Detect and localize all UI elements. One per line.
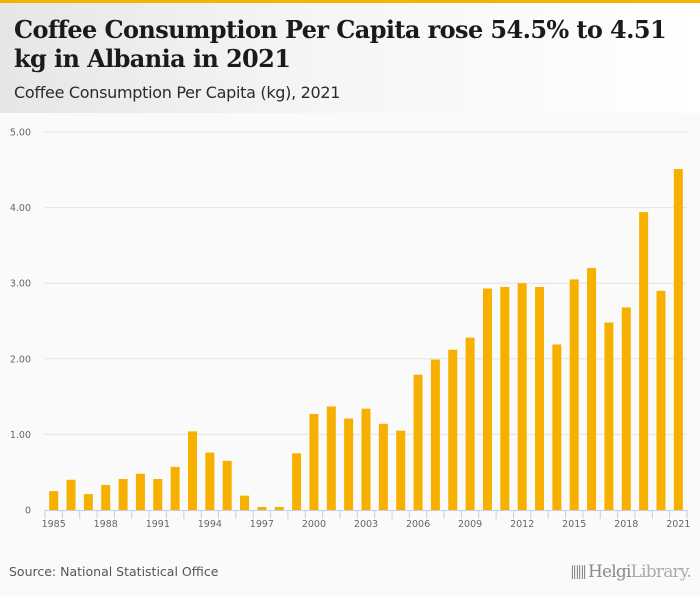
y-tick-label: 0 (25, 506, 31, 517)
bar-2020 (656, 290, 666, 510)
bar-2014 (552, 344, 562, 510)
bar-2002 (344, 418, 354, 510)
bar-1992 (170, 466, 180, 510)
x-axis: 1985 1988 1991 1994 1997 2000 2003 2006 2009 2012… (42, 510, 690, 530)
bar-1986 (66, 479, 76, 510)
y-tick-label: 2.00 (10, 354, 31, 365)
bar-1998 (274, 506, 284, 510)
bar-1988 (101, 485, 111, 510)
x-tick-label: 2015 (562, 519, 586, 530)
logo-bold-text: Helgi (588, 562, 631, 582)
bar-2000 (309, 413, 319, 510)
y-tick-label: 4.00 (10, 203, 31, 214)
x-tick-label: 1997 (250, 519, 274, 530)
library-logo-icon: ∥∥∥ (570, 564, 587, 580)
logo-light-text: Library. (630, 562, 692, 582)
bar-1996 (240, 495, 250, 510)
bar-2018 (621, 307, 631, 510)
bar-1991 (153, 479, 163, 510)
accent-bar (0, 0, 700, 3)
y-tick-label: 1.00 (10, 430, 31, 441)
bar-2004 (378, 423, 388, 510)
x-tick-label: 1991 (146, 519, 170, 530)
bar-2010 (482, 288, 492, 510)
bar-2019 (639, 212, 649, 511)
bar-1993 (187, 431, 197, 510)
y-tick-label: 5.00 (10, 128, 31, 139)
bar-2015 (569, 279, 579, 510)
x-tick-label: 1994 (198, 519, 222, 530)
y-tick-label: 3.00 (10, 279, 31, 290)
y-axis-labels: 0 1.00 2.00 3.00 4.00 5.00 (10, 128, 31, 517)
bar-1997 (257, 506, 267, 510)
x-tick-label: 1988 (94, 519, 118, 530)
bar-chart: 01.002.003.004.005.00 1985 1988 1991 1994 19… (10, 128, 691, 531)
bar-2016 (587, 268, 597, 510)
bar-1989 (118, 479, 128, 510)
x-tick-label: 2006 (406, 519, 430, 530)
bar-2008 (448, 349, 458, 510)
x-tick-label: 2018 (614, 519, 638, 530)
chart-subtitle: Coffee Consumption Per Capita (kg), 2021 (14, 83, 341, 102)
bar-2009 (465, 337, 475, 510)
bar-2006 (413, 374, 423, 510)
x-tick-label: 2021 (666, 519, 690, 530)
x-tick-label: 2009 (458, 519, 482, 530)
bar-1999 (292, 453, 302, 510)
bar-2021 (673, 169, 683, 510)
bar-1990 (135, 473, 145, 510)
x-tick-label: 1985 (42, 519, 66, 530)
bar-2001 (326, 406, 336, 510)
bar-1995 (222, 460, 232, 510)
bar-2013 (535, 286, 545, 510)
bar-2012 (517, 283, 527, 510)
x-tick-label: 2012 (510, 519, 534, 530)
bar-1985 (49, 491, 59, 510)
bar-2017 (604, 322, 614, 510)
chart-title: Coffee Consumption Per Capita rose 54.5%… (14, 15, 667, 73)
chart-header: Coffee Consumption Per Capita rose 54.5%… (0, 3, 700, 113)
x-tick-label: 2003 (354, 519, 378, 530)
helgi-library-logo[interactable]: ∥∥∥ HelgiLibrary. (570, 562, 692, 582)
source-note: Source: National Statistical Office (9, 564, 219, 579)
bar-1994 (205, 452, 215, 510)
bar-2005 (396, 430, 406, 510)
bar-1987 (83, 494, 93, 510)
bar-2003 (361, 408, 371, 510)
bar-2011 (500, 286, 510, 510)
x-tick-label: 2000 (302, 519, 326, 530)
bar-2007 (430, 359, 440, 510)
bars (49, 169, 683, 511)
